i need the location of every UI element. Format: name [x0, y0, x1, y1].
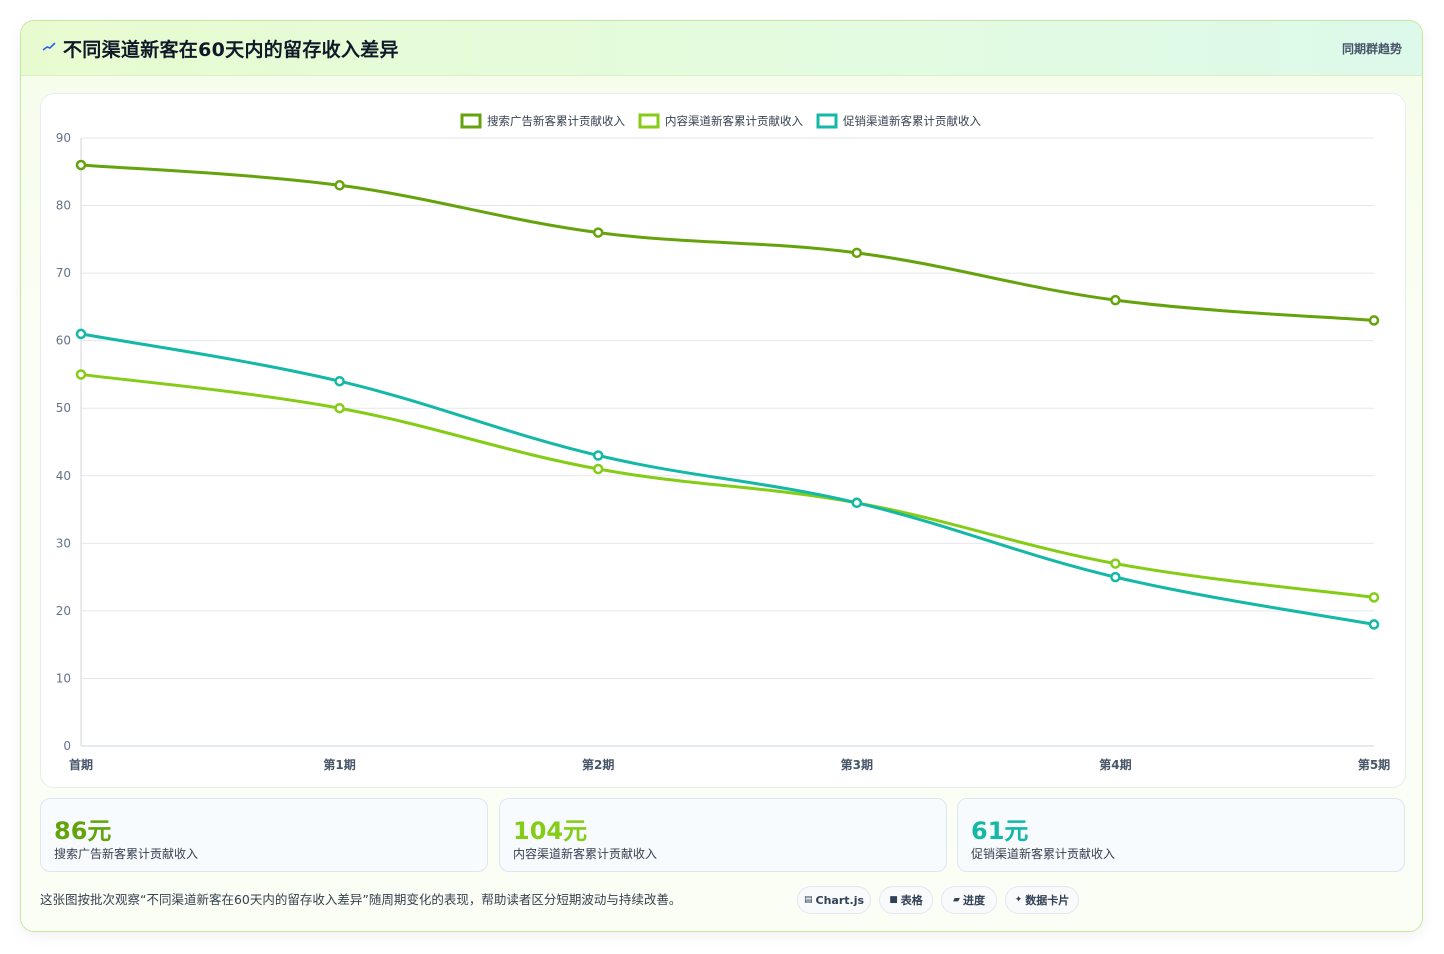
- pill-table[interactable]: ■ 表格: [879, 886, 933, 914]
- x-tick-label: 第1期: [323, 757, 355, 772]
- y-tick-label: 70: [56, 266, 71, 280]
- x-tick-label: 第2期: [582, 757, 614, 772]
- data-point: [75, 328, 87, 340]
- legend-swatch: [816, 113, 838, 129]
- legend-label: 促销渠道新客累计贡献收入: [843, 114, 981, 128]
- stat-card-search: 86元 搜索广告新客累计贡献收入: [40, 798, 488, 872]
- series-line-1: [80, 163, 1375, 322]
- data-point: [1368, 619, 1380, 630]
- series-line-2: [80, 372, 1375, 599]
- stat-value: 86元: [54, 817, 112, 845]
- chart-icon: ▤: [803, 895, 813, 905]
- line-chart: 0 10 20 30 40 50 60 70 80 90 首期 第1期 第2期 第3期 第4期 第5期 搜索广告…: [56, 113, 1390, 772]
- table-icon: ■: [889, 895, 898, 905]
- plot-area: 0 10 20 30 40 50 60 70 80 90 首期 第1期 第2期 第3期 第4期 第5期 搜索广告…: [40, 93, 1406, 788]
- y-tick-label: 90: [56, 131, 71, 145]
- stat-card-content: 104元 内容渠道新客累计贡献收入: [499, 798, 947, 872]
- legend-label: 搜索广告新客累计贡献收入: [487, 114, 625, 128]
- data-point: [851, 247, 863, 259]
- data-point: [1110, 294, 1121, 306]
- y-tick-label: 40: [56, 469, 71, 483]
- pill-chartjs[interactable]: ▤ Chart.js: [797, 886, 871, 914]
- data-point: [334, 402, 345, 414]
- sparkle-icon: ✦: [1014, 895, 1023, 905]
- y-tick-label: 20: [56, 604, 71, 618]
- y-tick-label: 50: [56, 401, 71, 415]
- chart-card: 不同渠道新客在60天内的留存收入差异 同期群趋势 0 10 20 30 40 50 60 70…: [20, 20, 1423, 932]
- stat-label: 搜索广告新客累计贡献收入: [54, 847, 199, 861]
- stat-value: 104元: [513, 817, 588, 845]
- data-point: [592, 463, 604, 475]
- stat-card-promo: 61元 促销渠道新客累计贡献收入: [957, 798, 1405, 872]
- pill-label: 进度: [962, 894, 985, 907]
- card-header: 不同渠道新客在60天内的留存收入差异 同期群趋势: [21, 21, 1422, 76]
- data-point: [75, 159, 87, 171]
- legend-label: 内容渠道新客累计贡献收入: [665, 114, 803, 128]
- legend-swatch: [638, 113, 660, 129]
- pill-label: 表格: [900, 894, 923, 907]
- y-tick-label: 80: [56, 199, 71, 213]
- pill-label: 数据卡片: [1025, 894, 1070, 907]
- data-point: [1368, 592, 1380, 603]
- y-tick-label: 10: [56, 671, 71, 685]
- data-point: [851, 497, 863, 509]
- header-tag: 同期群趋势: [1341, 42, 1402, 56]
- legend-swatch: [460, 113, 482, 129]
- data-point: [1368, 315, 1380, 326]
- data-point: [592, 450, 604, 461]
- pill-progress[interactable]: ▰ 进度: [941, 886, 997, 914]
- data-point: [592, 227, 604, 238]
- stat-label: 促销渠道新客累计贡献收入: [971, 847, 1116, 861]
- x-tick-label: 首期: [69, 757, 93, 772]
- sparkline-icon: [42, 42, 56, 51]
- data-point: [334, 375, 345, 387]
- progress-icon: ▰: [953, 895, 960, 905]
- page-title: 不同渠道新客在60天内的留存收入差异: [63, 39, 399, 61]
- chart-description: 这张图按批次观察“不同渠道新客在60天内的留存收入差异”随周期变化的表现，帮助读…: [40, 892, 682, 907]
- data-point: [334, 180, 345, 191]
- stat-value: 61元: [971, 817, 1029, 845]
- stat-label: 内容渠道新客累计贡献收入: [513, 847, 658, 861]
- pill-data-cards[interactable]: ✦ 数据卡片: [1005, 886, 1079, 914]
- y-tick-label: 30: [56, 536, 71, 550]
- data-point: [1110, 558, 1121, 569]
- pill-label: Chart.js: [815, 893, 865, 907]
- data-point: [75, 369, 87, 380]
- x-tick-label: 第3期: [841, 757, 873, 772]
- data-point: [1110, 571, 1121, 583]
- y-tick-label: 60: [56, 334, 71, 348]
- series-line-3: [80, 332, 1375, 626]
- x-tick-label: 第5期: [1358, 757, 1390, 772]
- x-tick-label: 第4期: [1099, 757, 1131, 772]
- y-tick-label: 0: [63, 739, 71, 753]
